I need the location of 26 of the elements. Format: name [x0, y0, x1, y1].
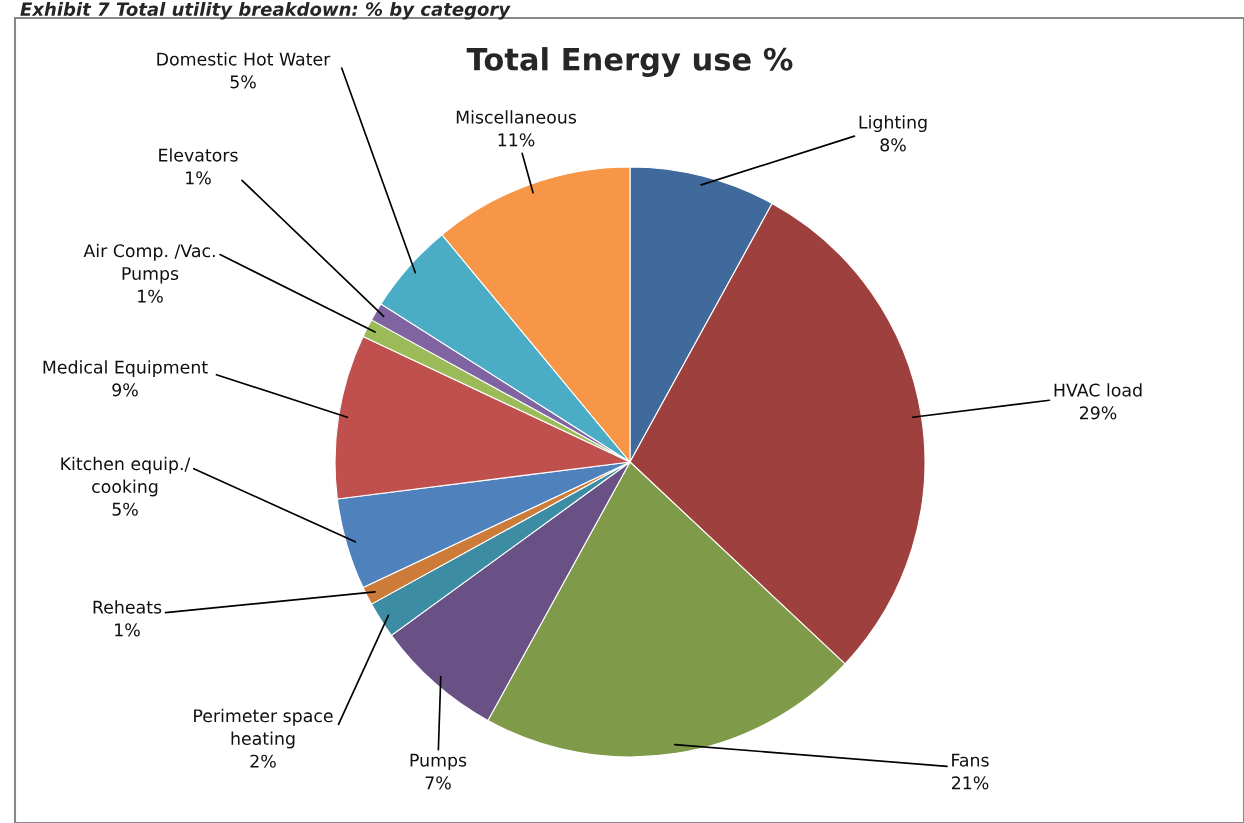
slice-label: Lighting — [859, 115, 927, 133]
slice-label: Medical Equipment — [43, 360, 208, 378]
slice-label: HVAC load — [1054, 383, 1142, 397]
slice-label: Miscellaneous — [456, 110, 577, 124]
data-label: 9% — [112, 383, 138, 397]
slice-label: Pumps — [410, 753, 467, 771]
data-label: 8% — [880, 138, 906, 152]
data-label: 7% — [425, 776, 451, 790]
data-label: 29% — [1079, 406, 1117, 420]
data-label: 5% — [230, 75, 256, 89]
data-label: 1% — [138, 289, 163, 303]
slice-label: Reheats — [93, 600, 162, 614]
chart-title: Total Energy use % — [466, 47, 793, 77]
data-label: 21% — [951, 776, 989, 790]
data-label: 11% — [498, 133, 535, 147]
slice-label: Air Comp. /Vac. Pumps — [83, 243, 215, 284]
data-label: 1% — [115, 623, 140, 637]
slice-label: Elevators — [159, 148, 238, 162]
slice-label: Perimeter space heating — [194, 708, 333, 749]
data-label: 5% — [112, 502, 138, 516]
slice-label: Domestic Hot Water — [157, 52, 331, 66]
slice-label: Kitchen equip./ cooking — [61, 456, 191, 497]
data-label: 1% — [186, 171, 211, 185]
slice-label: Fans — [952, 753, 989, 767]
text: Exhibit 7 Total utility breakdown: % by category — [20, 2, 511, 20]
data-label: 2% — [250, 754, 276, 768]
